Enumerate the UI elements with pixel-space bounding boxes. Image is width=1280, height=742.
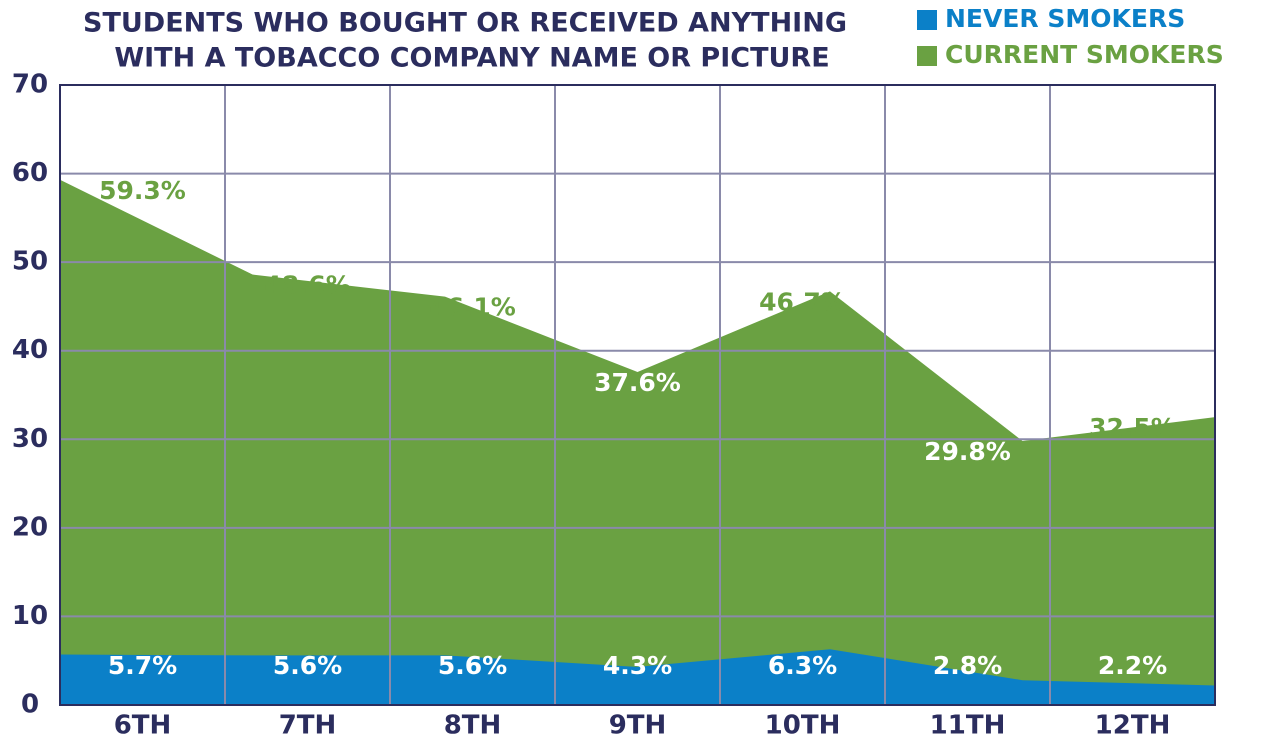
- y-tick-label: 10: [12, 601, 48, 631]
- chart-title: STUDENTS WHO BOUGHT OR RECEIVED ANYTHING: [83, 8, 847, 39]
- area: [60, 649, 1215, 705]
- y-tick-label: 30: [12, 424, 48, 454]
- y-tick-label: 60: [12, 158, 48, 188]
- x-tick-label: 9TH: [609, 711, 667, 741]
- data-label: 4.3%: [603, 651, 672, 680]
- x-tick-label: 12TH: [1095, 711, 1171, 741]
- y-tick-label: 50: [12, 247, 48, 277]
- x-tick-label: 10TH: [765, 711, 841, 741]
- x-tick-label: 6TH: [114, 711, 172, 741]
- data-label: 5.6%: [273, 651, 342, 680]
- data-label: 48.6%: [264, 271, 351, 300]
- x-tick-label: 7TH: [279, 711, 337, 741]
- legend-swatch: [917, 10, 937, 30]
- data-label: 5.6%: [438, 651, 507, 680]
- data-label: 5.7%: [108, 651, 177, 680]
- y-tick-label: 0: [21, 690, 39, 720]
- y-tick-label: 70: [12, 70, 48, 100]
- data-label: 46.7%: [759, 287, 846, 316]
- y-tick-label: 20: [12, 512, 48, 542]
- data-label: 32.5%: [1089, 413, 1176, 442]
- data-label: 29.8%: [924, 437, 1011, 466]
- data-label: 46.1%: [429, 293, 516, 322]
- data-label: 37.6%: [594, 368, 681, 397]
- data-label: 6.3%: [768, 651, 837, 680]
- y-tick-label: 40: [12, 335, 48, 365]
- legend-label: NEVER SMOKERS: [945, 4, 1185, 33]
- x-tick-label: 11TH: [930, 711, 1006, 741]
- x-tick-label: 8TH: [444, 711, 502, 741]
- data-label: 2.8%: [933, 651, 1002, 680]
- legend-label: CURRENT SMOKERS: [945, 40, 1224, 69]
- plot-border: [59, 84, 1216, 706]
- data-label: 2.2%: [1098, 651, 1167, 680]
- legend-swatch: [917, 46, 937, 66]
- data-label: 59.3%: [99, 176, 186, 205]
- area: [60, 179, 1215, 705]
- chart-title: WITH A TOBACCO COMPANY NAME OR PICTURE: [114, 43, 829, 74]
